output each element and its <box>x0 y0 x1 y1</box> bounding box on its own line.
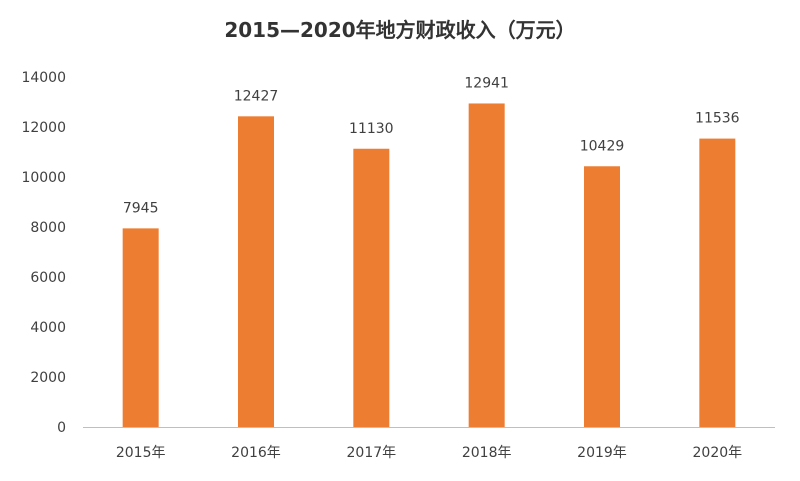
y-tick-label: 10000 <box>21 170 66 186</box>
x-tick-label: 2020年 <box>693 445 743 461</box>
y-tick-label: 4000 <box>30 320 66 336</box>
data-label: 12941 <box>464 75 509 91</box>
bar <box>353 148 390 427</box>
bar <box>699 138 736 427</box>
y-tick-label: 6000 <box>30 270 66 286</box>
x-tick-label: 2017年 <box>347 445 397 461</box>
bar <box>584 166 620 427</box>
y-tick-label: 12000 <box>21 120 66 136</box>
bar <box>468 103 505 427</box>
chart-title: 2015—2020年地方财政收入（万元） <box>224 18 576 42</box>
y-axis: 0 2000 4000 6000 8000 10000 12000 14000 <box>21 70 66 436</box>
x-tick-label: 2016年 <box>231 445 281 461</box>
data-label: 10429 <box>580 138 625 154</box>
x-tick-label: 2015年 <box>116 445 166 461</box>
data-label: 7945 <box>123 200 159 216</box>
y-tick-label: 8000 <box>30 220 66 236</box>
data-label: 11536 <box>695 111 740 127</box>
bar-series <box>122 103 736 427</box>
y-tick-label: 14000 <box>21 70 66 86</box>
bar <box>122 228 159 427</box>
x-tick-label: 2018年 <box>462 445 512 461</box>
x-tick-label: 2019年 <box>577 445 627 461</box>
data-label: 12427 <box>234 88 279 104</box>
y-tick-label: 0 <box>57 420 66 436</box>
bar <box>238 116 274 427</box>
y-tick-label: 2000 <box>30 370 66 386</box>
data-label: 11130 <box>349 121 394 137</box>
x-axis: 2015年 2016年 2017年 2018年 2019年 2020年 <box>83 427 775 461</box>
data-labels: 7945 12427 11130 12941 10429 11536 <box>123 75 740 216</box>
